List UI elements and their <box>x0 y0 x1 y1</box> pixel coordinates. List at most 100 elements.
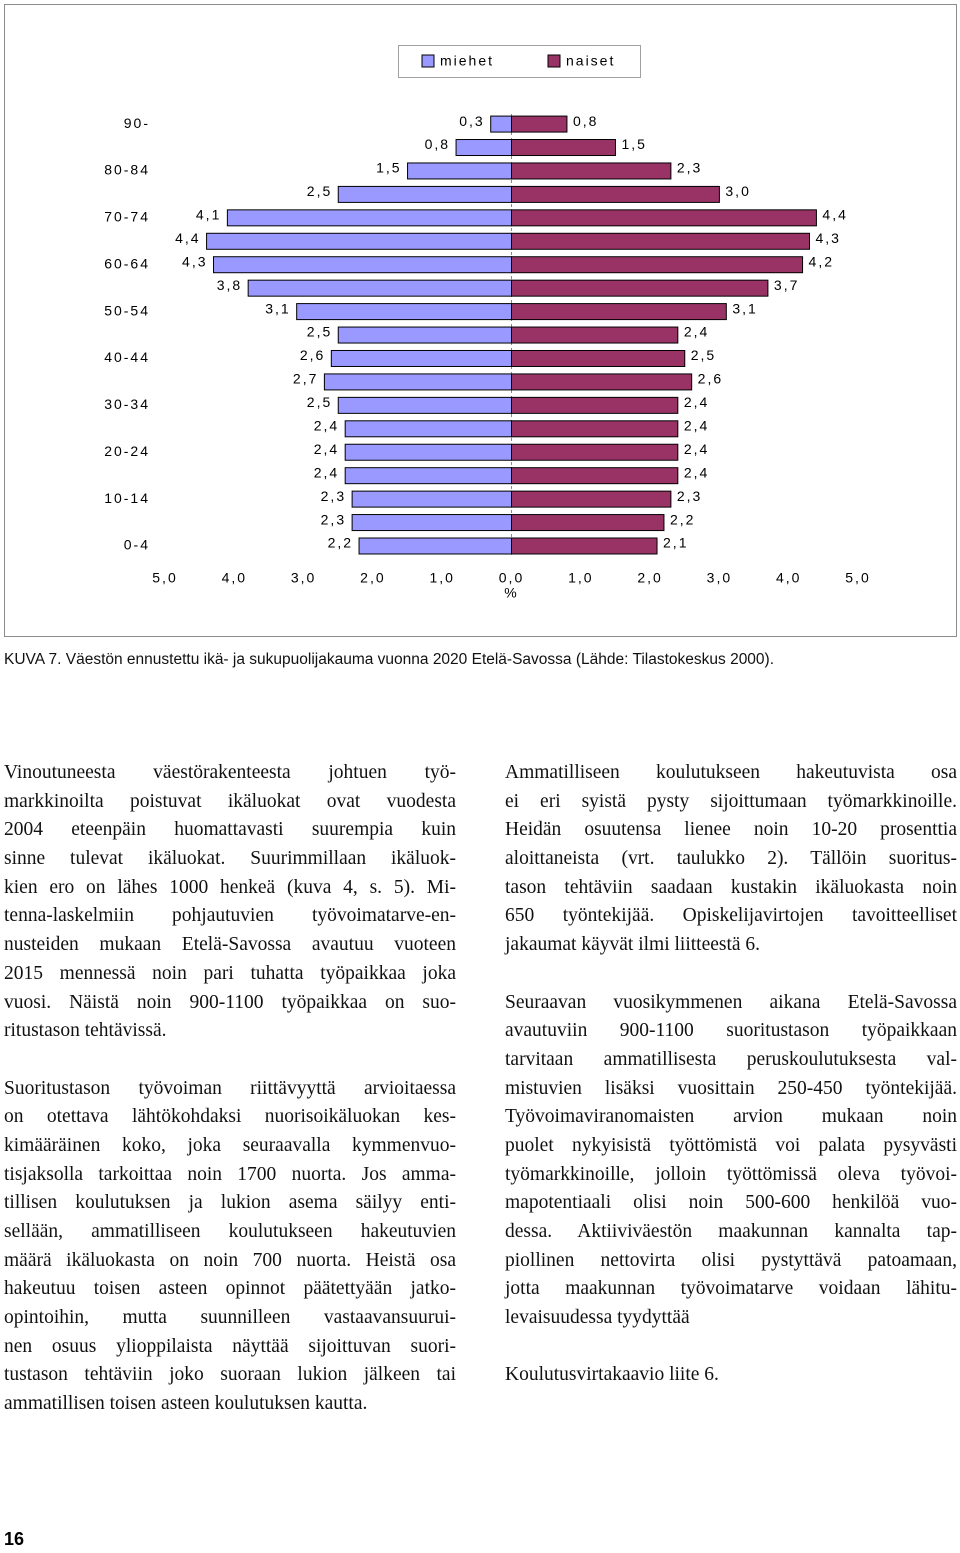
value-label: 1,5 <box>376 160 401 176</box>
value-label: 3,7 <box>774 277 799 293</box>
value-label: 2,1 <box>663 535 688 551</box>
value-label: 4,4 <box>822 207 847 223</box>
value-label: 4,4 <box>175 230 200 246</box>
bar <box>511 185 720 203</box>
paragraph: Seuraavan vuosikymmenen aikana Etelä-Sav… <box>505 989 957 1333</box>
text-line: vuosi. Näistä noin 900-1100 työpaikkaa o… <box>4 991 456 1013</box>
y-tick-label: 50-54 <box>104 302 150 318</box>
value-label: 2,4 <box>684 464 709 480</box>
value-label: 4,3 <box>182 253 207 269</box>
page-number: 16 <box>4 1529 25 1549</box>
text-line: avautuviin 900-1100 suoritustason työpai… <box>505 1020 957 1042</box>
legend-label: naiset <box>566 53 615 69</box>
text-line: levaisuudessa tyydyttää <box>505 1307 690 1329</box>
value-label: 2,6 <box>300 347 325 363</box>
text-line: kimääräinen koko, joka seuraavalla kymme… <box>4 1134 456 1156</box>
text-line: ammatillisen toisen asteen koulutuksen k… <box>4 1393 368 1415</box>
text-column: Ammatilliseen koulutukseen hakeutuvista … <box>505 759 957 1419</box>
bar <box>511 256 804 274</box>
value-label: 2,4 <box>684 324 709 340</box>
text-line: ei eri syistä pysty sijoittumaan työmark… <box>505 790 957 812</box>
bar <box>511 326 679 344</box>
bar <box>337 326 512 344</box>
bar <box>344 420 512 438</box>
bar <box>351 514 512 532</box>
text-line: sinne tulevat ikäluokat. Suurimmillaan i… <box>4 848 456 870</box>
value-label: 2,6 <box>698 371 723 387</box>
text-line: Suoritustason työvoiman riittävyyttä arv… <box>4 1077 456 1099</box>
y-tick-label: 10-14 <box>104 490 150 506</box>
text-line: 650 työntekijää. Opiskelijavirtojen tavo… <box>505 905 957 927</box>
value-label: 2,4 <box>684 441 709 457</box>
text-line: markkinoilta poistuvat ikäluokat ovat vu… <box>4 790 456 812</box>
legend-swatch <box>547 54 561 68</box>
bar <box>511 537 658 555</box>
bar <box>511 139 616 157</box>
figure-caption: KUVA 7. Väestön ennustettu ikä- ja sukup… <box>4 651 775 668</box>
bar <box>213 256 512 274</box>
paragraph: Vinoutuneesta väestörakenteesta johtuen … <box>4 759 456 1046</box>
bar <box>330 349 512 367</box>
y-tick-label: 20-24 <box>104 443 150 459</box>
text-line: hakeutuu toisen asteen opinnot päätettyä… <box>4 1278 456 1300</box>
value-label: 2,7 <box>293 371 318 387</box>
y-tick-label: 80-84 <box>104 162 150 178</box>
text-line: 2015 mennessä noin pari tuhatta työpaikk… <box>4 962 456 984</box>
bar <box>455 139 512 157</box>
text-column: Vinoutuneesta väestörakenteesta johtuen … <box>4 759 456 1448</box>
bar <box>511 162 672 180</box>
text-line: tustason tehtäviin joko suoraan lukion j… <box>4 1364 456 1386</box>
bar <box>511 115 568 133</box>
text-line: sellään, ammatilliseen koulutukseen hake… <box>4 1221 456 1242</box>
x-tick-label: 5,0 <box>845 570 870 586</box>
text-line: aloittaneista (vrt. taulukko 2). Tällöin… <box>505 848 957 870</box>
text-line: Työvoimaviranomaisten arvion mukaan noin <box>505 1106 957 1128</box>
text-line: jotta maakunnan työvoimatarve voidaan lä… <box>505 1278 957 1300</box>
text-line: Seuraavan vuosikymmenen aikana Etelä-Sav… <box>505 991 957 1013</box>
bar <box>358 537 513 555</box>
x-tick-label: 2,0 <box>637 570 662 586</box>
bar <box>337 185 512 203</box>
text-line: on otettava lähtökohdaksi nuorisoikäluok… <box>4 1106 456 1128</box>
text-line: mapotentiaali olisi noin 500-600 henkilö… <box>505 1192 957 1214</box>
x-tick-label: 0,0 <box>499 570 524 586</box>
bar <box>511 514 665 532</box>
value-label: 2,4 <box>314 418 339 434</box>
value-label: 2,2 <box>670 511 695 527</box>
x-tick-label: 3,0 <box>291 570 316 586</box>
text-line: Ammatilliseen koulutukseen hakeutuvista … <box>505 762 957 783</box>
value-label: 2,2 <box>328 535 353 551</box>
text-line: työmarkkinoille, jolloin työttömissä ole… <box>505 1163 957 1185</box>
bar <box>511 396 679 414</box>
text-line: piollinen nettovirta olisi pystyttävä pa… <box>505 1249 957 1271</box>
text-line: nusteiden mukaan Etelä-Savossa avautuu v… <box>4 934 456 956</box>
text-line: ritustason tehtävissä. <box>4 1020 167 1042</box>
y-tick-label: 70-74 <box>104 209 150 225</box>
value-label: 1,5 <box>621 136 646 152</box>
value-label: 0,3 <box>459 113 484 129</box>
text-line: tarvitaan ammatillisesta peruskoulutukse… <box>505 1048 957 1070</box>
bar <box>490 115 512 133</box>
value-label: 4,1 <box>196 207 221 223</box>
bar <box>511 303 727 321</box>
y-tick-label: 0-4 <box>124 537 150 553</box>
bar <box>511 490 672 508</box>
text-line: mistuvien lisäksi vuosittain 250-450 työ… <box>505 1077 957 1099</box>
bar <box>511 232 810 250</box>
value-label: 2,5 <box>307 183 332 199</box>
paragraph: Suoritustason työvoiman riittävyyttä arv… <box>4 1075 456 1419</box>
x-axis-label: % <box>504 585 518 601</box>
paragraph: Ammatilliseen koulutukseen hakeutuvista … <box>505 759 957 960</box>
value-label: 0,8 <box>425 136 450 152</box>
x-tick-label: 1,0 <box>429 570 454 586</box>
text-line: tason tehtäviin saadaan kustakin ikäluok… <box>505 876 957 898</box>
x-tick-label: 2,0 <box>360 570 385 586</box>
bar <box>511 279 769 297</box>
value-label: 2,4 <box>314 441 339 457</box>
chart: miehet naiset 5,0 4,0 3,0 2,0 1,0 0,0 1,0 2,0 3,0 4… <box>4 4 957 637</box>
text-line: opintoihin, mutta suunnilleen vastaavans… <box>4 1307 456 1329</box>
bar <box>511 467 679 485</box>
bar <box>337 396 512 414</box>
value-label: 4,3 <box>815 230 840 246</box>
value-label: 2,3 <box>677 488 702 504</box>
